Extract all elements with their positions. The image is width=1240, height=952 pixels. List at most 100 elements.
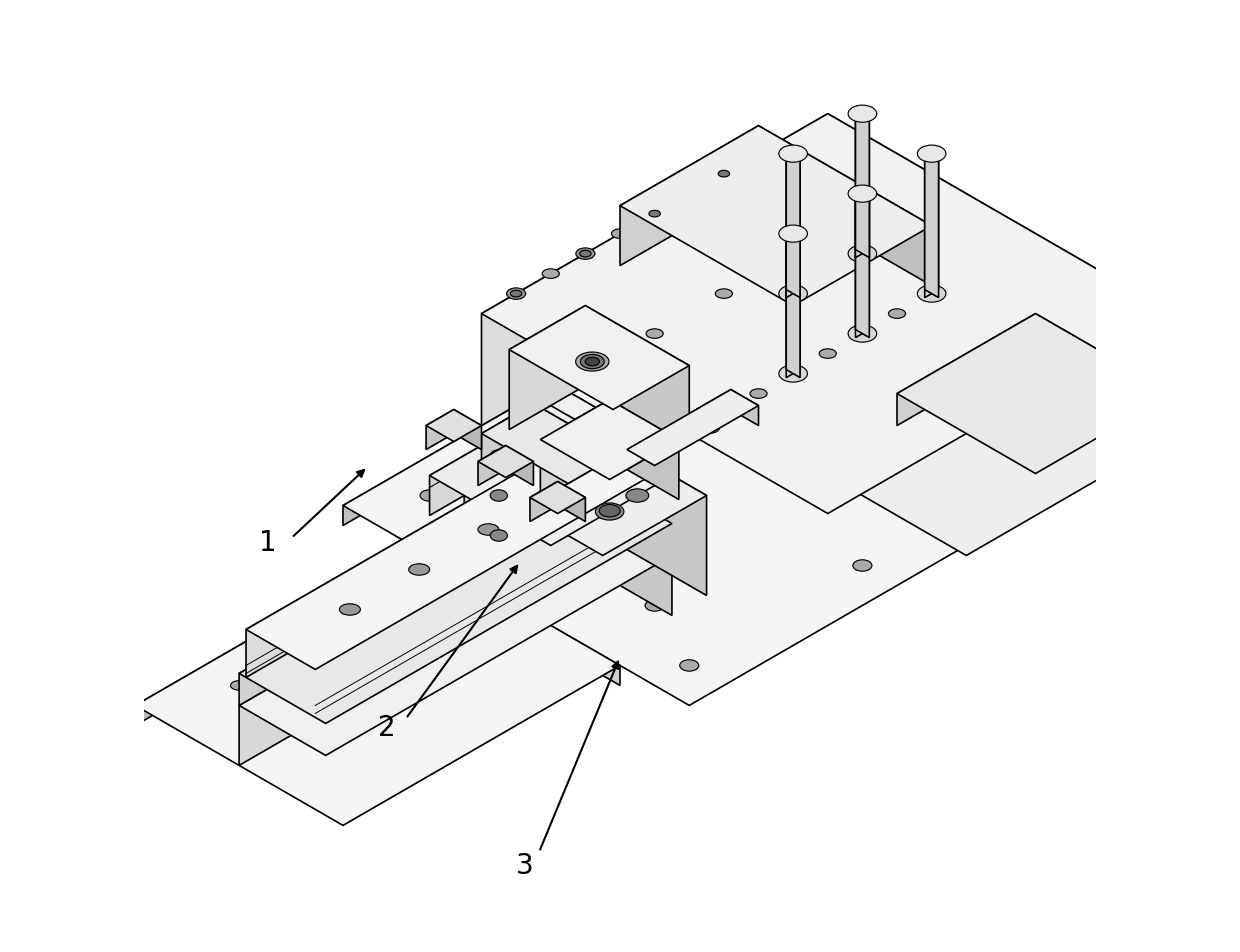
- Polygon shape: [481, 113, 828, 426]
- Polygon shape: [786, 229, 800, 378]
- Polygon shape: [412, 545, 620, 685]
- Polygon shape: [585, 506, 672, 615]
- Polygon shape: [620, 236, 1174, 555]
- Ellipse shape: [334, 700, 352, 711]
- Polygon shape: [786, 149, 800, 298]
- Polygon shape: [239, 506, 585, 765]
- Ellipse shape: [779, 285, 807, 302]
- Ellipse shape: [585, 357, 599, 366]
- Polygon shape: [541, 400, 678, 480]
- Polygon shape: [551, 406, 672, 516]
- Polygon shape: [856, 109, 869, 258]
- Polygon shape: [464, 415, 568, 575]
- Polygon shape: [620, 236, 828, 366]
- Ellipse shape: [784, 280, 802, 291]
- Ellipse shape: [490, 489, 507, 501]
- Ellipse shape: [580, 354, 604, 368]
- Ellipse shape: [579, 250, 591, 257]
- Ellipse shape: [511, 290, 522, 297]
- Polygon shape: [498, 407, 527, 516]
- Ellipse shape: [507, 288, 526, 299]
- Polygon shape: [135, 545, 620, 825]
- Ellipse shape: [779, 365, 807, 382]
- Polygon shape: [925, 149, 939, 298]
- Ellipse shape: [599, 505, 620, 517]
- Ellipse shape: [387, 550, 403, 560]
- Polygon shape: [510, 306, 585, 429]
- Ellipse shape: [714, 168, 733, 179]
- Polygon shape: [533, 404, 620, 486]
- Text: 2: 2: [378, 714, 396, 743]
- Polygon shape: [481, 113, 1174, 513]
- Polygon shape: [610, 400, 678, 500]
- Ellipse shape: [551, 493, 565, 503]
- Polygon shape: [510, 306, 689, 409]
- Ellipse shape: [542, 268, 559, 278]
- Polygon shape: [568, 415, 707, 596]
- Polygon shape: [506, 446, 533, 486]
- Polygon shape: [481, 404, 620, 484]
- Ellipse shape: [779, 225, 807, 242]
- Polygon shape: [246, 429, 593, 678]
- Ellipse shape: [645, 208, 665, 219]
- Polygon shape: [479, 446, 506, 486]
- Polygon shape: [529, 482, 558, 522]
- Ellipse shape: [718, 170, 729, 177]
- Polygon shape: [897, 313, 1174, 473]
- Polygon shape: [627, 389, 759, 466]
- Ellipse shape: [923, 360, 941, 371]
- Polygon shape: [585, 306, 689, 446]
- Polygon shape: [856, 109, 869, 258]
- Ellipse shape: [854, 208, 870, 218]
- Polygon shape: [730, 389, 759, 426]
- Polygon shape: [239, 506, 672, 756]
- Text: 1: 1: [259, 528, 277, 557]
- Polygon shape: [925, 149, 939, 298]
- Polygon shape: [620, 126, 759, 266]
- Ellipse shape: [231, 681, 248, 690]
- Ellipse shape: [335, 621, 352, 630]
- Ellipse shape: [680, 660, 699, 671]
- Polygon shape: [759, 126, 931, 286]
- Polygon shape: [627, 389, 730, 469]
- Ellipse shape: [611, 228, 629, 238]
- Polygon shape: [620, 126, 931, 306]
- Ellipse shape: [409, 564, 429, 575]
- Polygon shape: [498, 407, 562, 444]
- Ellipse shape: [918, 285, 946, 302]
- Polygon shape: [786, 229, 800, 378]
- Polygon shape: [533, 387, 562, 495]
- Polygon shape: [1035, 313, 1174, 426]
- Text: 3: 3: [516, 852, 533, 881]
- Ellipse shape: [848, 245, 877, 262]
- Polygon shape: [856, 189, 869, 338]
- Polygon shape: [897, 313, 1035, 426]
- Ellipse shape: [340, 604, 361, 615]
- Polygon shape: [533, 387, 595, 424]
- Ellipse shape: [649, 210, 661, 217]
- Ellipse shape: [595, 503, 624, 520]
- Polygon shape: [541, 400, 610, 500]
- Ellipse shape: [888, 308, 905, 318]
- Ellipse shape: [626, 489, 649, 503]
- Polygon shape: [593, 429, 662, 518]
- Polygon shape: [527, 407, 562, 520]
- Polygon shape: [429, 406, 672, 545]
- Polygon shape: [585, 473, 672, 555]
- Polygon shape: [464, 415, 707, 555]
- Polygon shape: [828, 226, 1174, 446]
- Ellipse shape: [918, 145, 946, 162]
- Ellipse shape: [420, 489, 439, 501]
- Ellipse shape: [701, 422, 719, 433]
- Ellipse shape: [529, 494, 551, 506]
- Ellipse shape: [779, 145, 807, 162]
- Polygon shape: [429, 406, 551, 516]
- Polygon shape: [529, 482, 585, 513]
- Ellipse shape: [848, 105, 877, 122]
- Ellipse shape: [750, 388, 768, 398]
- Ellipse shape: [820, 348, 836, 358]
- Ellipse shape: [575, 248, 595, 259]
- Polygon shape: [239, 473, 672, 724]
- Ellipse shape: [301, 601, 316, 610]
- Polygon shape: [786, 149, 800, 298]
